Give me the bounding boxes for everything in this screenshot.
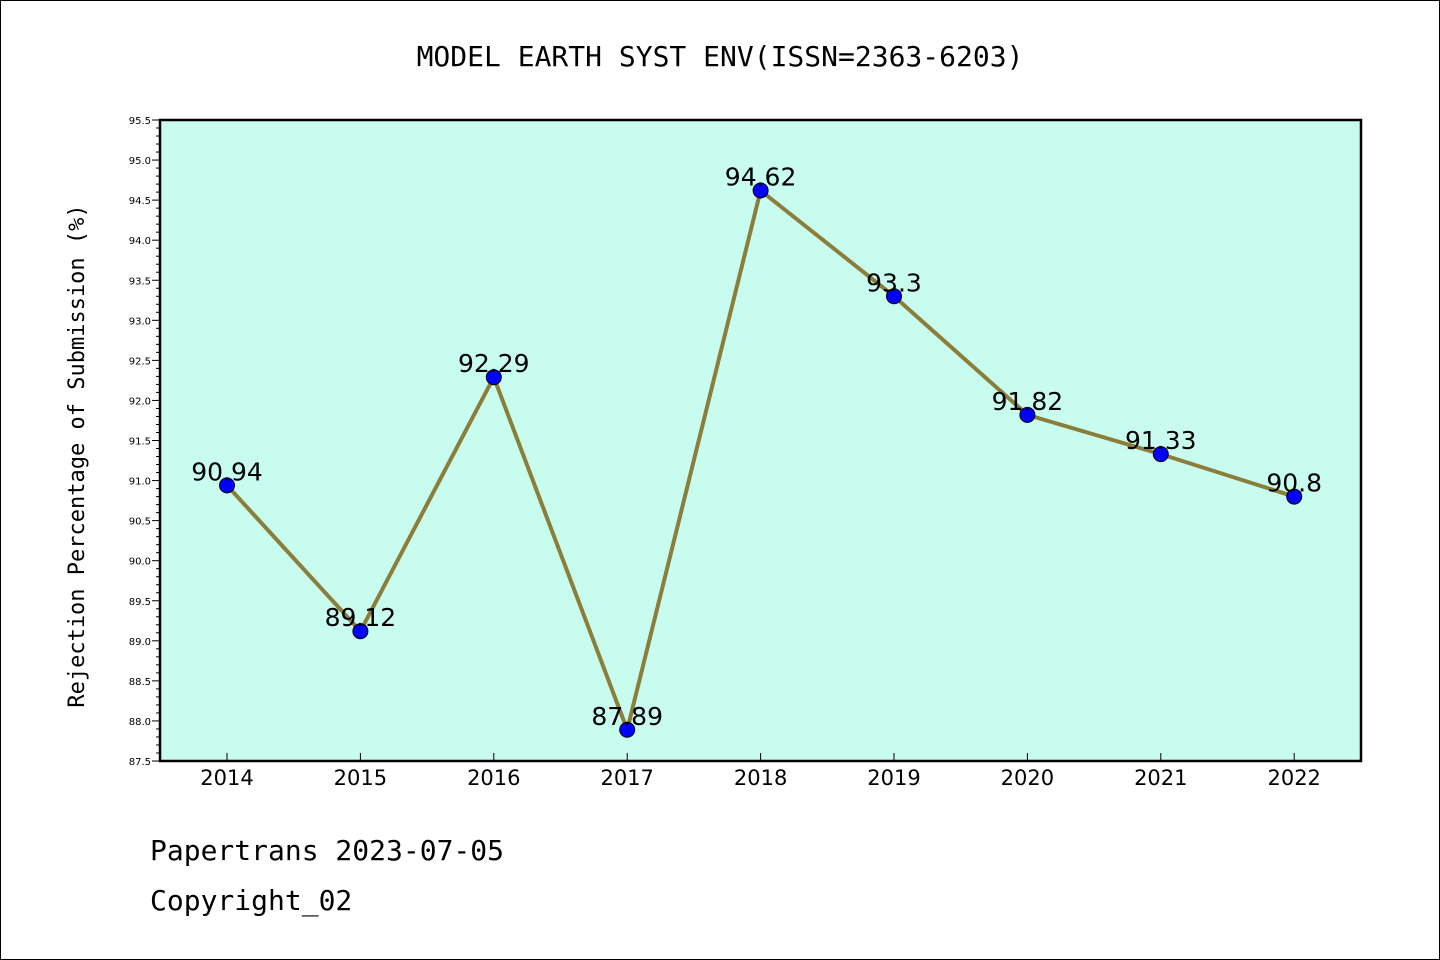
data-label: 90.8: [1266, 469, 1322, 498]
y-tick-label: 91.0: [129, 477, 151, 488]
data-point: [485, 369, 502, 386]
data-point: [886, 288, 902, 305]
data-point: [1152, 446, 1169, 463]
y-tick-label: 95.0: [129, 156, 151, 167]
x-tick-label: 2015: [334, 766, 387, 790]
data-label: 87.89: [591, 702, 663, 731]
data-label: 92.29: [458, 349, 530, 378]
footer-copyright: Copyright_02: [150, 884, 353, 917]
y-tick-label: 90.5: [129, 517, 151, 528]
y-tick-label: 88.0: [129, 717, 151, 728]
footer-date: Papertrans 2023-07-05: [150, 834, 505, 867]
data-label: 93.3: [866, 268, 922, 297]
x-tick-label: 2022: [1267, 766, 1320, 790]
x-tick-label: 2014: [200, 766, 253, 790]
data-point: [1019, 406, 1036, 423]
data-label: 89.12: [325, 603, 397, 632]
data-labels: 90.94 89.12 92.29 87.89 94.62 93.3 91.82 91.33 9…: [191, 163, 1322, 731]
x-tick-label: 2020: [1001, 766, 1054, 790]
y-tick-label: 95.5: [129, 116, 151, 127]
x-tick-label: 2019: [867, 766, 920, 790]
y-tick-label: 89.0: [129, 637, 151, 648]
data-point: [219, 477, 235, 494]
data-series: [219, 182, 1303, 738]
data-point: [352, 623, 369, 640]
x-tick-label: 2021: [1134, 766, 1187, 790]
y-tick-label: 94.5: [129, 196, 151, 207]
y-tick-label: 94.0: [129, 236, 151, 247]
y-tick-label: 93.5: [129, 276, 151, 287]
y-tick-label: 89.5: [129, 597, 151, 608]
y-tick-label: 90.0: [129, 557, 151, 568]
x-tick-label: 2017: [600, 766, 653, 790]
data-label: 94.62: [725, 163, 797, 192]
y-axis-label: Rejection Percentage of Submission (%): [65, 204, 90, 707]
y-tick-label: 92.0: [129, 396, 151, 407]
data-point: [619, 721, 636, 738]
y-tick-label: 91.5: [129, 437, 151, 448]
data-point: [752, 182, 769, 199]
y-tick-label: 92.5: [129, 356, 151, 367]
plot-border: [158, 118, 1363, 763]
y-tick-label: 88.5: [129, 677, 151, 688]
data-label: 91.82: [992, 387, 1064, 416]
data-label: 90.94: [191, 457, 263, 486]
data-point: [1286, 488, 1303, 505]
x-tick-label: 2018: [734, 766, 787, 790]
y-tick-label: 93.0: [129, 316, 151, 327]
y-tick-label: 87.5: [129, 757, 151, 768]
x-axis-ticks: 2014 2015 2016 2017 2018 2019 2020 2021 2022: [200, 753, 1321, 790]
x-tick-label: 2016: [467, 766, 520, 790]
chart-title: MODEL EARTH SYST ENV(ISSN=2363-6203): [417, 40, 1024, 73]
plot-area: [160, 120, 1361, 761]
y-axis-ticks: 87.5 88.0 88.5 89.0 89.5 90.0 90.5 91.0 91.5 92.0…: [129, 116, 160, 768]
data-label: 91.33: [1125, 426, 1197, 455]
